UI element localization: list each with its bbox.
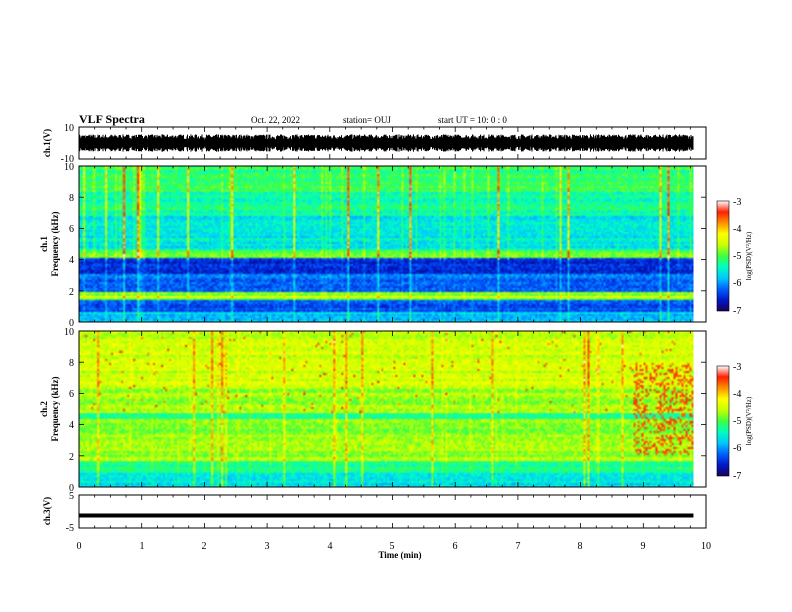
xtick-7: 7 xyxy=(516,541,521,552)
xtick-4: 4 xyxy=(328,541,333,552)
ch1-ytick-10: 10 xyxy=(64,162,74,173)
ch2-ytick-4: 4 xyxy=(69,420,74,431)
xtick-6: 6 xyxy=(453,541,458,552)
ch2-spectrogram-ticks xyxy=(78,330,707,488)
ch2-ytick-10: 10 xyxy=(64,327,74,338)
ch2-colorbar-bar xyxy=(716,365,730,477)
ch2-cb-tick-3: -3 xyxy=(733,362,741,373)
ch2-ytick-6: 6 xyxy=(69,389,74,400)
ch1-ytick-6: 6 xyxy=(69,224,74,235)
figure-station: station= OUJ xyxy=(343,115,391,125)
figure-title: VLF Spectra xyxy=(79,112,145,126)
ch1-cb-tick-3: -3 xyxy=(733,197,741,208)
xtick-10: 10 xyxy=(701,541,711,552)
ch1-cb-tick-5: -5 xyxy=(733,251,741,262)
ch1-spectrogram-ylabel-1: ch.1 xyxy=(39,236,49,252)
figure-date: Oct. 22, 2022 xyxy=(251,115,300,125)
ch3-waveform-frame xyxy=(78,494,707,529)
ch3-waveform-xticks xyxy=(78,494,707,529)
ch3-ytick-top: 5 xyxy=(69,491,74,502)
ch2-ytick-0: 0 xyxy=(69,483,74,494)
ch1-cb-tick-4: -4 xyxy=(733,224,741,235)
ch1-ytick-bottom: -10 xyxy=(61,154,74,165)
x-axis-label: Time (min) xyxy=(378,550,421,560)
ch2-cb-tick-6: -6 xyxy=(733,443,741,454)
ch1-ytick-2: 2 xyxy=(69,287,74,298)
ch2-colorbar: -3 -4 -5 -6 -7 log(PSD)(V²/Hz) xyxy=(716,362,753,482)
ch1-cb-tick-6: -6 xyxy=(733,278,741,289)
ch2-spectrogram-ylabel-2: Frequency (kHz) xyxy=(50,376,60,441)
ch2-spectrogram-ylabel-1: ch.2 xyxy=(39,401,49,417)
ch2-ytick-8: 8 xyxy=(69,358,74,369)
ch1-waveform-panel: 10 -10 ch.1(V) xyxy=(42,123,707,165)
ch2-spectrogram-panel: 10 8 6 4 2 0 ch.2 Frequency (kHz) xyxy=(39,327,707,494)
ch3-ytick-bottom: -5 xyxy=(66,523,74,534)
xtick-2: 2 xyxy=(202,541,207,552)
ch1-spectrogram-ticks xyxy=(78,165,707,323)
ch2-cb-tick-4: -4 xyxy=(733,389,741,400)
ch1-spectrogram-ylabel-2: Frequency (kHz) xyxy=(50,211,60,276)
ch1-ytick-0: 0 xyxy=(69,318,74,329)
figure-start-ut: start UT = 10: 0 : 0 xyxy=(438,115,507,125)
ch2-spectrogram-image xyxy=(79,331,694,487)
xtick-0: 0 xyxy=(77,541,82,552)
ch1-waveform-ylabel: ch.1(V) xyxy=(42,129,52,157)
ch2-ytick-2: 2 xyxy=(69,452,74,463)
ch1-cb-tick-7: -7 xyxy=(733,306,741,317)
ch1-ytick-8: 8 xyxy=(69,193,74,204)
ch1-spectrogram-image xyxy=(79,166,694,322)
xtick-8: 8 xyxy=(578,541,583,552)
ch3-waveform-panel: 5 -5 ch.3(V) xyxy=(42,491,707,534)
ch1-ytick-4: 4 xyxy=(69,255,74,266)
xtick-1: 1 xyxy=(140,541,145,552)
ch1-colorbar-label: log(PSD)(V²/Hz) xyxy=(745,231,753,280)
ch2-cb-tick-7: -7 xyxy=(733,471,741,482)
ch2-cb-tick-5: -5 xyxy=(733,416,741,427)
ch3-waveform-ylabel: ch.3(V) xyxy=(42,497,52,525)
ch1-colorbar: -3 -4 -5 -6 -7 log(PSD)(V²/Hz) xyxy=(716,197,753,317)
ch1-ytick-top: 10 xyxy=(64,123,74,134)
xtick-9: 9 xyxy=(641,541,646,552)
xtick-3: 3 xyxy=(265,541,270,552)
ch1-spectrogram-panel: 10 8 6 4 2 0 ch.1 Frequency (kHz) xyxy=(39,162,707,329)
ch1-waveform-xticks xyxy=(78,126,707,160)
ch1-waveform-trace xyxy=(78,134,694,152)
x-axis: 0 1 2 3 4 5 6 7 8 9 10 Time (min) xyxy=(77,541,712,560)
xtick-5: 5 xyxy=(390,541,395,552)
ch2-colorbar-label: log(PSD)(V²/Hz) xyxy=(745,396,753,445)
ch1-colorbar-bar xyxy=(716,200,730,312)
